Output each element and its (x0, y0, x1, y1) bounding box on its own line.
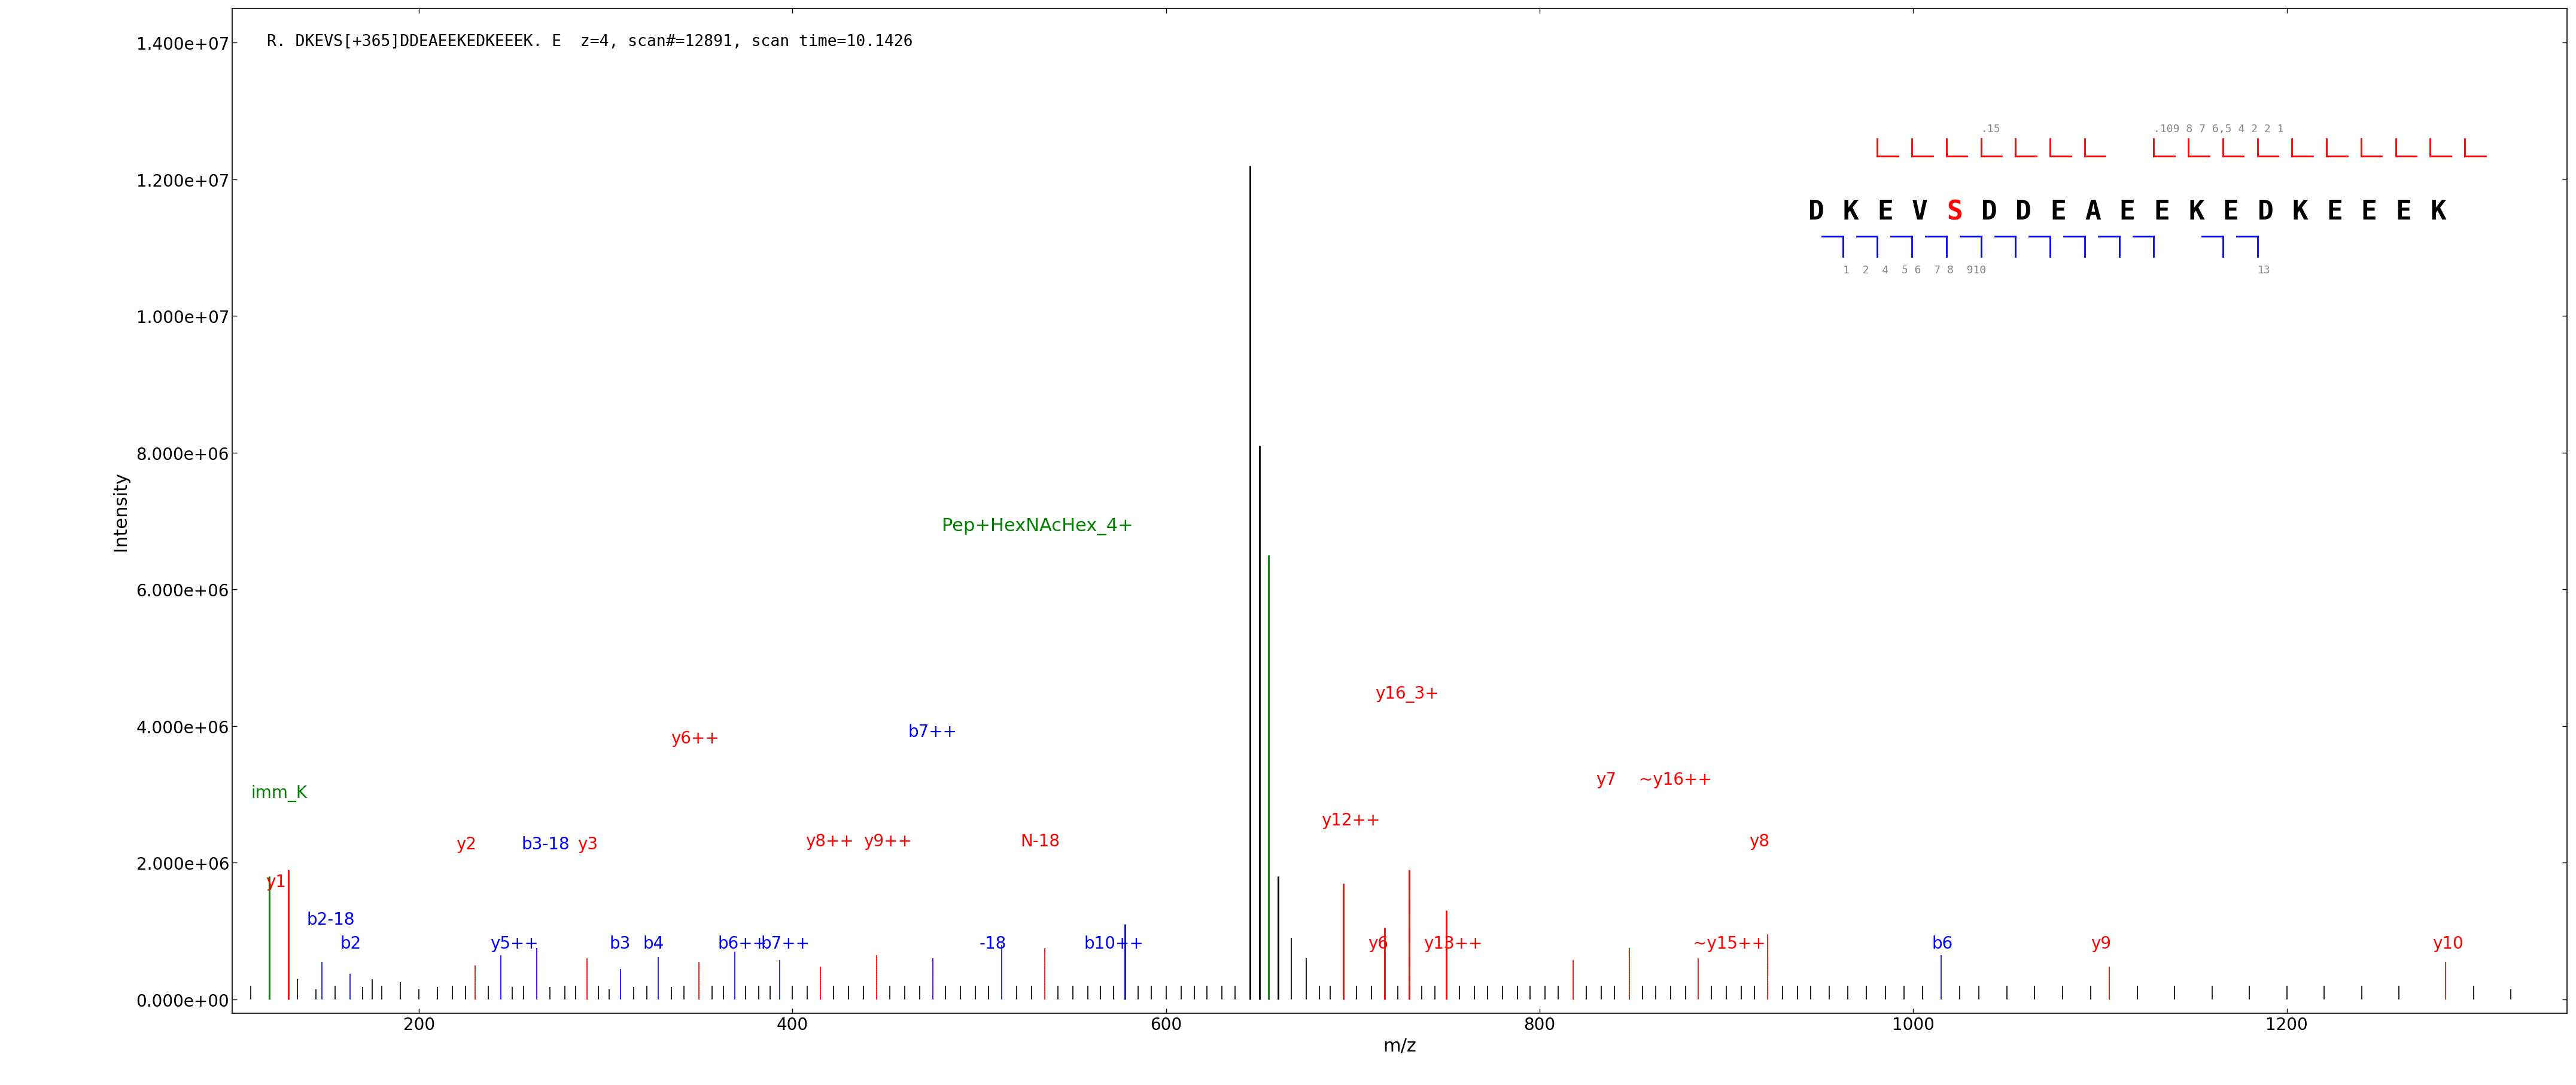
Text: .109 8 7 6,5 4 2 2 1: .109 8 7 6,5 4 2 2 1 (2154, 124, 2285, 135)
Text: A: A (2084, 200, 2099, 225)
Text: b4: b4 (644, 935, 665, 952)
Text: ~y15++: ~y15++ (1692, 935, 1765, 952)
Text: K: K (2293, 200, 2308, 225)
Text: E: E (2223, 200, 2239, 225)
Text: E: E (2050, 200, 2066, 225)
Text: y3: y3 (577, 835, 598, 853)
Text: 13: 13 (2257, 265, 2269, 276)
Text: y7: y7 (1595, 771, 1615, 788)
Text: D: D (1808, 200, 1824, 225)
Text: K: K (2429, 200, 2447, 225)
Text: y6: y6 (1368, 935, 1388, 952)
Text: S: S (1947, 200, 1963, 225)
Text: y8: y8 (1749, 832, 1770, 850)
Text: b3: b3 (611, 935, 631, 952)
Text: V: V (1911, 200, 1927, 225)
Text: Pep+HexNAcHex_4+: Pep+HexNAcHex_4+ (943, 518, 1133, 535)
Text: y5++: y5++ (489, 935, 538, 952)
Text: b2-18: b2-18 (307, 911, 355, 928)
Text: b10++: b10++ (1084, 935, 1144, 952)
Text: K: K (2187, 200, 2205, 225)
Text: N-18: N-18 (1020, 832, 1059, 850)
Text: y9++: y9++ (863, 832, 912, 850)
Y-axis label: Intensity: Intensity (111, 471, 129, 551)
Text: E: E (2326, 200, 2342, 225)
Text: y10: y10 (2432, 935, 2463, 952)
Text: y1: y1 (265, 873, 286, 890)
Text: E: E (1878, 200, 1893, 225)
Text: K: K (1842, 200, 1860, 225)
Text: y16_3+: y16_3+ (1376, 686, 1440, 702)
Text: y12++: y12++ (1321, 812, 1381, 829)
Text: y8++: y8++ (806, 832, 853, 850)
Text: D: D (2014, 200, 2032, 225)
Text: b2: b2 (340, 935, 361, 952)
Text: .15: .15 (1981, 124, 2002, 135)
Text: -18: -18 (979, 935, 1007, 952)
Text: imm_K: imm_K (250, 784, 307, 802)
Text: b3-18: b3-18 (523, 835, 569, 853)
Text: y13++: y13++ (1425, 935, 1484, 952)
Text: E: E (2362, 200, 2378, 225)
Text: b6: b6 (1932, 935, 1953, 952)
Text: D: D (1981, 200, 1996, 225)
Text: R. DKEVS[+365]DDEAEEKEDKEEEK. E  z=4, scan#=12891, scan time=10.1426: R. DKEVS[+365]DDEAEEKEDKEEEK. E z=4, sca… (268, 34, 912, 50)
Text: E: E (2154, 200, 2169, 225)
Text: y6++: y6++ (672, 730, 719, 746)
Text: 1  2  4  5 6  7 8  910: 1 2 4 5 6 7 8 910 (1842, 265, 1986, 276)
Text: y2: y2 (456, 835, 477, 853)
Text: ~y16++: ~y16++ (1638, 771, 1710, 788)
Text: D: D (2257, 200, 2275, 225)
Text: y9: y9 (2092, 935, 2112, 952)
X-axis label: m/z: m/z (1383, 1037, 1417, 1055)
Text: b7++: b7++ (909, 724, 958, 740)
Text: E: E (2396, 200, 2411, 225)
Text: b7++: b7++ (760, 935, 809, 952)
Text: b6++: b6++ (719, 935, 768, 952)
Text: E: E (2120, 200, 2136, 225)
